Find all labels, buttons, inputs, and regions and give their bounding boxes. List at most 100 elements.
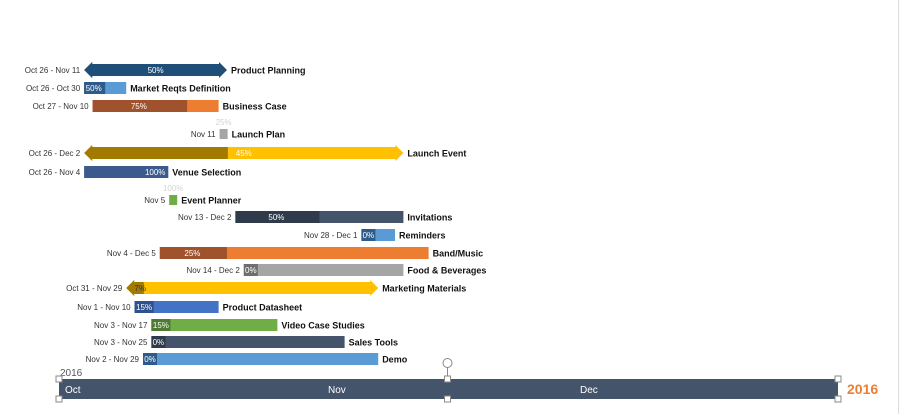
task-date-range: Oct 26 - Nov 11 xyxy=(25,66,81,75)
task-name: Reminders xyxy=(399,231,446,241)
task-bar-progress xyxy=(84,166,169,178)
percent-box xyxy=(134,301,154,313)
percent-box xyxy=(151,336,166,348)
task-bar xyxy=(151,319,278,331)
task-row[interactable]: Oct 31 - Nov 29 7% Marketing Materials xyxy=(66,280,466,296)
task-row[interactable]: Nov 4 - Dec 5 25% Band/Music xyxy=(107,247,483,259)
task-row[interactable]: 100% Nov 5 Event Planner xyxy=(144,184,241,206)
task-date-range: Nov 5 xyxy=(144,196,165,205)
task-date-range: Nov 1 - Nov 10 xyxy=(77,303,131,312)
task-date-range: Nov 3 - Nov 25 xyxy=(94,338,148,347)
task-row[interactable]: Nov 1 - Nov 10 15% Product Datasheet xyxy=(77,301,302,313)
task-percent-label: 7% xyxy=(134,284,146,293)
task-name: Market Reqts Definition xyxy=(130,84,231,94)
resize-handle-bottom-center[interactable] xyxy=(444,395,451,403)
task-bar-progress xyxy=(159,247,227,259)
resize-handle-bottom-left[interactable] xyxy=(55,395,63,403)
task-date-range: Nov 13 - Dec 2 xyxy=(178,213,232,222)
rotate-handle[interactable] xyxy=(442,358,453,368)
resize-handle-bottom-right[interactable] xyxy=(834,395,842,403)
task-percent-label: 100% xyxy=(163,184,183,193)
task-bar xyxy=(134,301,219,313)
task-name: Launch Plan xyxy=(232,130,286,140)
task-row[interactable]: Oct 26 - Nov 11 50% Product Planning xyxy=(25,62,306,78)
task-row[interactable]: 25%Nov 11 Launch Plan xyxy=(191,118,285,140)
task-bar-progress xyxy=(92,100,188,112)
milestone-marker xyxy=(169,195,178,205)
task-row[interactable]: Nov 28 - Dec 1 0% Reminders xyxy=(304,229,446,241)
task-percent-label: 0% xyxy=(153,338,165,347)
resize-handle-top-right[interactable] xyxy=(834,375,842,383)
task-name: Demo xyxy=(382,355,408,365)
timeline-year-badge: 2016 xyxy=(847,381,878,397)
task-row[interactable]: Nov 3 - Nov 25 0% Sales Tools xyxy=(94,336,398,348)
milestone-marker xyxy=(219,129,228,139)
task-row[interactable]: Oct 26 - Dec 2 45% Launch Event xyxy=(29,145,467,161)
task-percent-label: 75% xyxy=(131,102,147,111)
timeline-bar[interactable] xyxy=(59,379,838,399)
task-percent-label: 45% xyxy=(236,149,252,158)
timeline-year-label: 2016 xyxy=(60,368,83,379)
task-name: Venue Selection xyxy=(172,168,241,178)
task-percent-label: 50% xyxy=(86,84,102,93)
percent-box xyxy=(361,229,376,241)
task-name: Food & Beverages xyxy=(407,266,486,276)
task-date-range: Oct 26 - Oct 30 xyxy=(26,84,81,93)
task-name: Product Datasheet xyxy=(223,303,303,313)
task-name: Sales Tools xyxy=(349,338,398,348)
task-date-range: Oct 27 - Nov 10 xyxy=(33,102,90,111)
task-bar-progress xyxy=(235,211,320,223)
task-name: Marketing Materials xyxy=(382,284,466,294)
task-name: Event Planner xyxy=(181,196,242,206)
task-bar xyxy=(143,353,379,365)
task-date-range: Nov 14 - Dec 2 xyxy=(186,266,240,275)
task-name: Business Case xyxy=(223,102,287,112)
task-date-range: Oct 31 - Nov 29 xyxy=(66,284,123,293)
task-percent-label: 25% xyxy=(216,118,232,127)
task-row[interactable]: Oct 27 - Nov 10 75% Business Case xyxy=(33,100,287,112)
task-percent-label: 25% xyxy=(184,249,200,258)
task-name: Product Planning xyxy=(231,66,306,76)
task-bar xyxy=(243,264,404,276)
task-percent-label: 0% xyxy=(144,355,156,364)
percent-box xyxy=(151,319,171,331)
summary-bar-progress xyxy=(126,280,144,296)
timeline-month-oct: Oct xyxy=(65,385,81,396)
timeline-month-nov: Nov xyxy=(328,385,346,396)
task-name: Video Case Studies xyxy=(281,321,364,331)
task-row[interactable]: Nov 2 - Nov 29 0% Demo xyxy=(86,353,408,365)
summary-bar xyxy=(126,280,379,296)
summary-bar-progress xyxy=(84,62,156,78)
task-date-range: Oct 26 - Dec 2 xyxy=(29,149,81,158)
task-percent-label: 50% xyxy=(268,213,284,222)
summary-bar-progress xyxy=(84,145,228,161)
task-row[interactable]: Nov 13 - Dec 2 50% Invitations xyxy=(178,211,452,223)
task-date-range: Nov 2 - Nov 29 xyxy=(86,355,140,364)
task-percent-label: 50% xyxy=(148,66,164,75)
task-date-range: Nov 3 - Nov 17 xyxy=(94,321,148,330)
task-name: Band/Music xyxy=(433,249,484,259)
resize-handle-top-center[interactable] xyxy=(444,375,451,383)
task-row[interactable]: Oct 26 - Nov 4 100% Venue Selection xyxy=(29,166,242,178)
timeline-month-dec: Dec xyxy=(580,385,598,396)
resize-handle-top-left[interactable] xyxy=(55,375,63,383)
task-date-range: Nov 4 - Dec 5 xyxy=(107,249,156,258)
task-row[interactable]: Oct 26 - Oct 30 50% Market Reqts Definitio… xyxy=(26,82,231,94)
percent-box xyxy=(243,264,258,276)
task-percent-label: 0% xyxy=(363,231,375,240)
task-date-range: Nov 11 xyxy=(191,130,216,139)
task-date-range: Oct 26 - Nov 4 xyxy=(29,168,81,177)
task-percent-label: 15% xyxy=(136,303,152,312)
task-name: Launch Event xyxy=(407,149,466,159)
task-date-range: Nov 28 - Dec 1 xyxy=(304,231,358,240)
task-percent-label: 15% xyxy=(153,321,169,330)
task-row[interactable]: Nov 14 - Dec 2 0% Food & Beverages xyxy=(186,264,486,276)
task-percent-label: 0% xyxy=(245,266,257,275)
timeline: 2016 Oct Nov Dec 2016 xyxy=(55,358,878,403)
task-row[interactable]: Nov 3 - Nov 17 15% Video Case Studies xyxy=(94,319,365,331)
percent-box xyxy=(143,353,157,365)
task-name: Invitations xyxy=(407,213,452,223)
percent-box xyxy=(84,82,104,94)
